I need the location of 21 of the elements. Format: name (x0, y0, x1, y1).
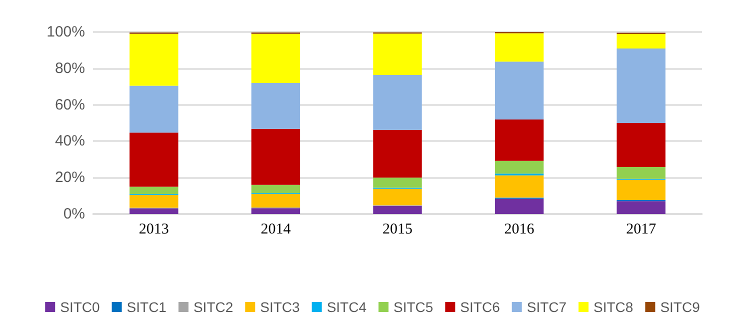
legend-label: SITC9 (660, 299, 700, 315)
legend-label: SITC1 (126, 299, 167, 315)
x-tick-label: 2015 (382, 222, 412, 238)
x-tick-label: 2017 (626, 222, 657, 238)
legend-label: SITC5 (394, 299, 434, 315)
legend-label: SITC0 (60, 299, 100, 315)
y-tick-label: 80% (54, 60, 85, 77)
legend-label: SITC4 (326, 299, 367, 315)
y-tick-label: 60% (54, 96, 85, 114)
x-tick-label: 2014 (260, 222, 292, 238)
legend-label: SITC7 (526, 299, 567, 315)
y-tick-label: 20% (54, 169, 85, 186)
y-tick-label: 0% (63, 206, 85, 222)
legend-label: SITC3 (260, 299, 300, 315)
x-tick-label: 2016 (504, 222, 535, 238)
legend-label: SITC2 (193, 299, 234, 315)
x-tick-label: 2013 (138, 222, 169, 238)
y-tick-label: 40% (54, 132, 85, 150)
legend-label: SITC8 (594, 299, 634, 315)
y-tick-label: 100% (46, 24, 85, 40)
legend-label: SITC6 (460, 299, 500, 315)
